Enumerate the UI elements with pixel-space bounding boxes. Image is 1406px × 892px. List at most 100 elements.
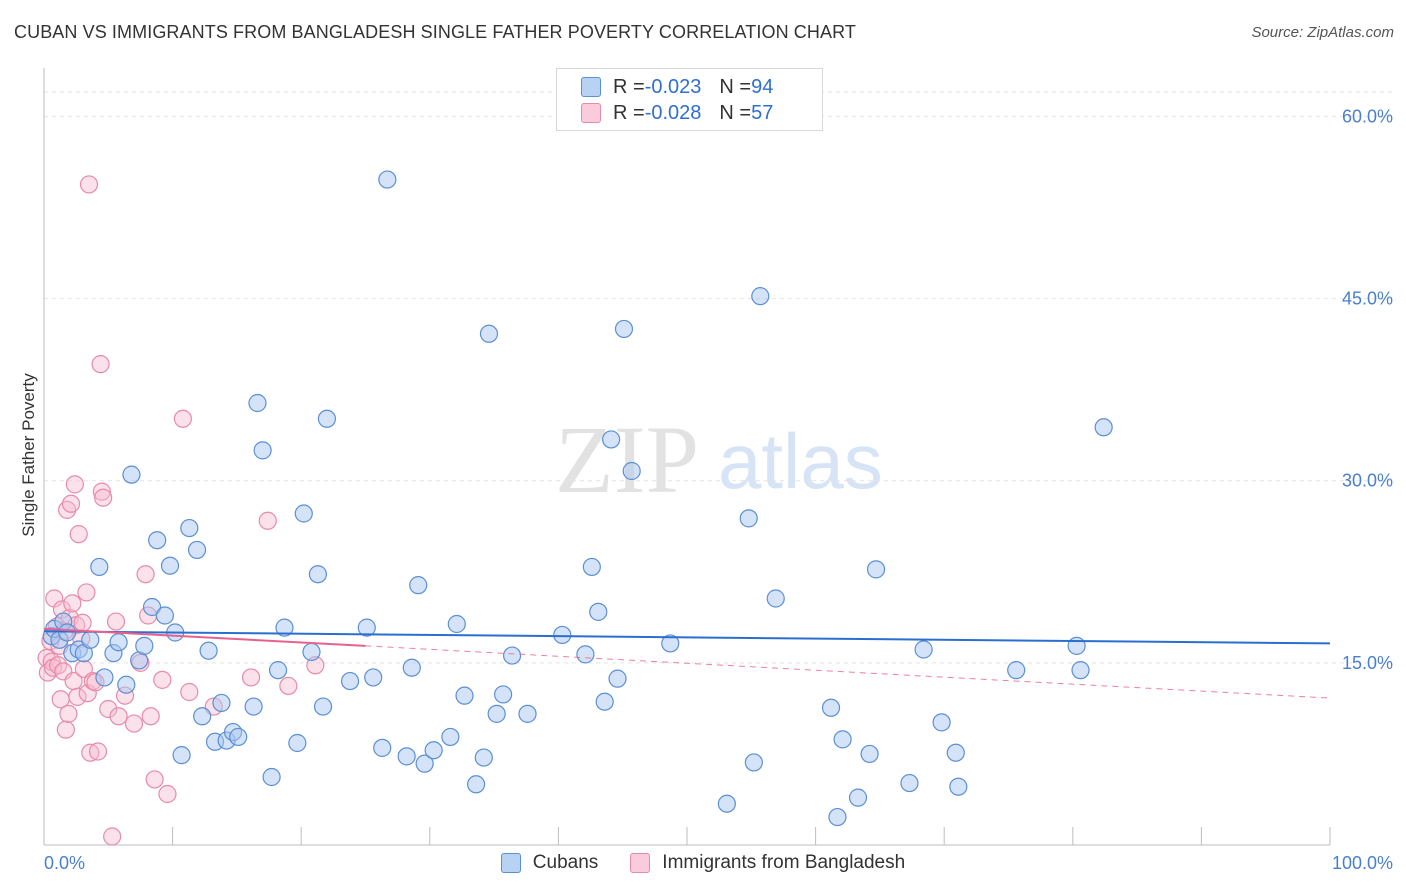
axes	[43, 68, 1331, 846]
bottom-legend-bangladesh: Immigrants from Bangladesh	[630, 852, 905, 874]
cubans-point	[109, 633, 128, 652]
cubans-point	[288, 733, 307, 753]
bangladesh-point	[88, 742, 108, 761]
bangladesh-point	[173, 409, 192, 428]
x-tick-label: 100.0%	[1332, 853, 1393, 873]
cubans-point	[81, 630, 100, 649]
cubans-point	[253, 441, 272, 460]
cubans-point	[479, 324, 499, 343]
cubans-point	[317, 409, 337, 428]
cubans-point	[503, 646, 522, 665]
cubans-point	[378, 170, 397, 189]
bangladesh-point	[77, 583, 96, 602]
cubans-point	[308, 565, 328, 584]
bangladesh-point	[79, 175, 99, 194]
bangladesh-point	[153, 670, 172, 689]
bangladesh-point	[136, 565, 155, 584]
cubans-point	[409, 576, 428, 595]
cubans-point	[455, 686, 474, 705]
cubans-point	[122, 465, 141, 484]
bangladesh-trend-extension	[365, 645, 1331, 699]
cubans-point	[487, 704, 506, 723]
cubans-point	[914, 640, 933, 659]
cubans-point	[744, 753, 763, 772]
bangladesh-point	[99, 699, 118, 719]
cubans-point	[494, 685, 513, 704]
legend-n-value-cubans: 94	[751, 75, 774, 98]
bangladesh-points	[37, 175, 325, 846]
cubans-swatch	[581, 77, 601, 97]
cubans-point	[187, 540, 207, 560]
cubans-point	[117, 675, 136, 694]
cubans-point	[828, 807, 847, 827]
cubans-point	[199, 641, 218, 660]
cubans-point	[1094, 418, 1113, 437]
bangladesh-point	[109, 707, 128, 726]
watermark-atlas: atlas	[718, 417, 883, 505]
cubans-point	[946, 743, 965, 762]
cubans-point	[340, 671, 360, 691]
cubans-point	[248, 393, 267, 413]
cubans-trend-line	[43, 630, 1331, 645]
y-tick-label: 60.0%	[1342, 106, 1393, 126]
cubans-point	[268, 661, 288, 680]
cubans-point	[90, 557, 109, 577]
cubans-point	[848, 788, 868, 807]
cubans-point	[860, 744, 879, 764]
cubans-point	[373, 738, 392, 757]
y-tick-label: 30.0%	[1342, 471, 1393, 491]
cubans-point	[95, 668, 114, 687]
cubans-point	[244, 697, 263, 716]
bangladesh-point	[56, 720, 75, 739]
bangladesh-point	[94, 488, 113, 507]
cubans-point	[466, 775, 486, 794]
cubans-point	[275, 618, 294, 637]
source-label: Source: ZipAtlas.com	[1251, 24, 1394, 41]
bangladesh-point	[73, 613, 92, 632]
cubans-points	[42, 74, 1113, 827]
bangladesh-trend-line	[43, 627, 366, 647]
cubans-point	[313, 697, 333, 716]
cubans-point	[576, 645, 595, 664]
bangladesh-point	[279, 676, 298, 696]
y-tick-labels: 15.0% 30.0% 45.0% 60.0%	[1342, 106, 1393, 672]
bangladesh-point	[241, 668, 261, 687]
cubans-point	[364, 668, 383, 687]
cubans-point	[172, 746, 191, 765]
bottom-legend-cubans: Cubans	[500, 852, 598, 874]
bangladesh-point	[81, 743, 100, 762]
bangladesh-point	[103, 827, 122, 846]
bangladesh-point	[59, 704, 78, 723]
bangladesh-point	[65, 475, 84, 494]
cubans-point	[1071, 661, 1090, 680]
bangladesh-point	[69, 525, 88, 544]
bangladesh-point	[38, 663, 57, 682]
legend-n-label: N =	[719, 75, 752, 98]
bangladesh-point	[124, 714, 144, 733]
cubans-point	[302, 642, 321, 662]
cubans-point	[294, 504, 313, 523]
cubans-point	[518, 704, 537, 723]
cubans-point	[424, 741, 443, 760]
bottom-legend: Cubans Immigrants from Bangladesh	[0, 852, 1406, 874]
cubans-point	[180, 518, 199, 538]
cubans-point	[415, 754, 434, 773]
cubans-point	[866, 560, 886, 579]
cubans-point	[608, 669, 627, 688]
cubans-point	[661, 634, 680, 653]
legend-r-label: R =	[613, 75, 645, 98]
trend-lines	[43, 627, 1331, 699]
bangladesh-legend-swatch	[630, 853, 651, 873]
bangladesh-point	[92, 482, 111, 501]
cubans-point	[582, 557, 601, 577]
bangladesh-swatch	[581, 103, 601, 123]
legend-box: R = -0.023 N = 94 R = -0.028 N = 57	[556, 68, 823, 131]
cubans-point	[474, 748, 493, 767]
legend-row-cubans: R = -0.023 N = 94	[581, 74, 773, 100]
cubans-point	[553, 625, 572, 645]
bangladesh-point	[61, 494, 81, 513]
cubans-point	[589, 602, 608, 621]
legend-n-label: N =	[719, 101, 752, 124]
cubans-point	[148, 531, 167, 550]
y-axis-label: Single Father Poverty	[19, 373, 38, 537]
